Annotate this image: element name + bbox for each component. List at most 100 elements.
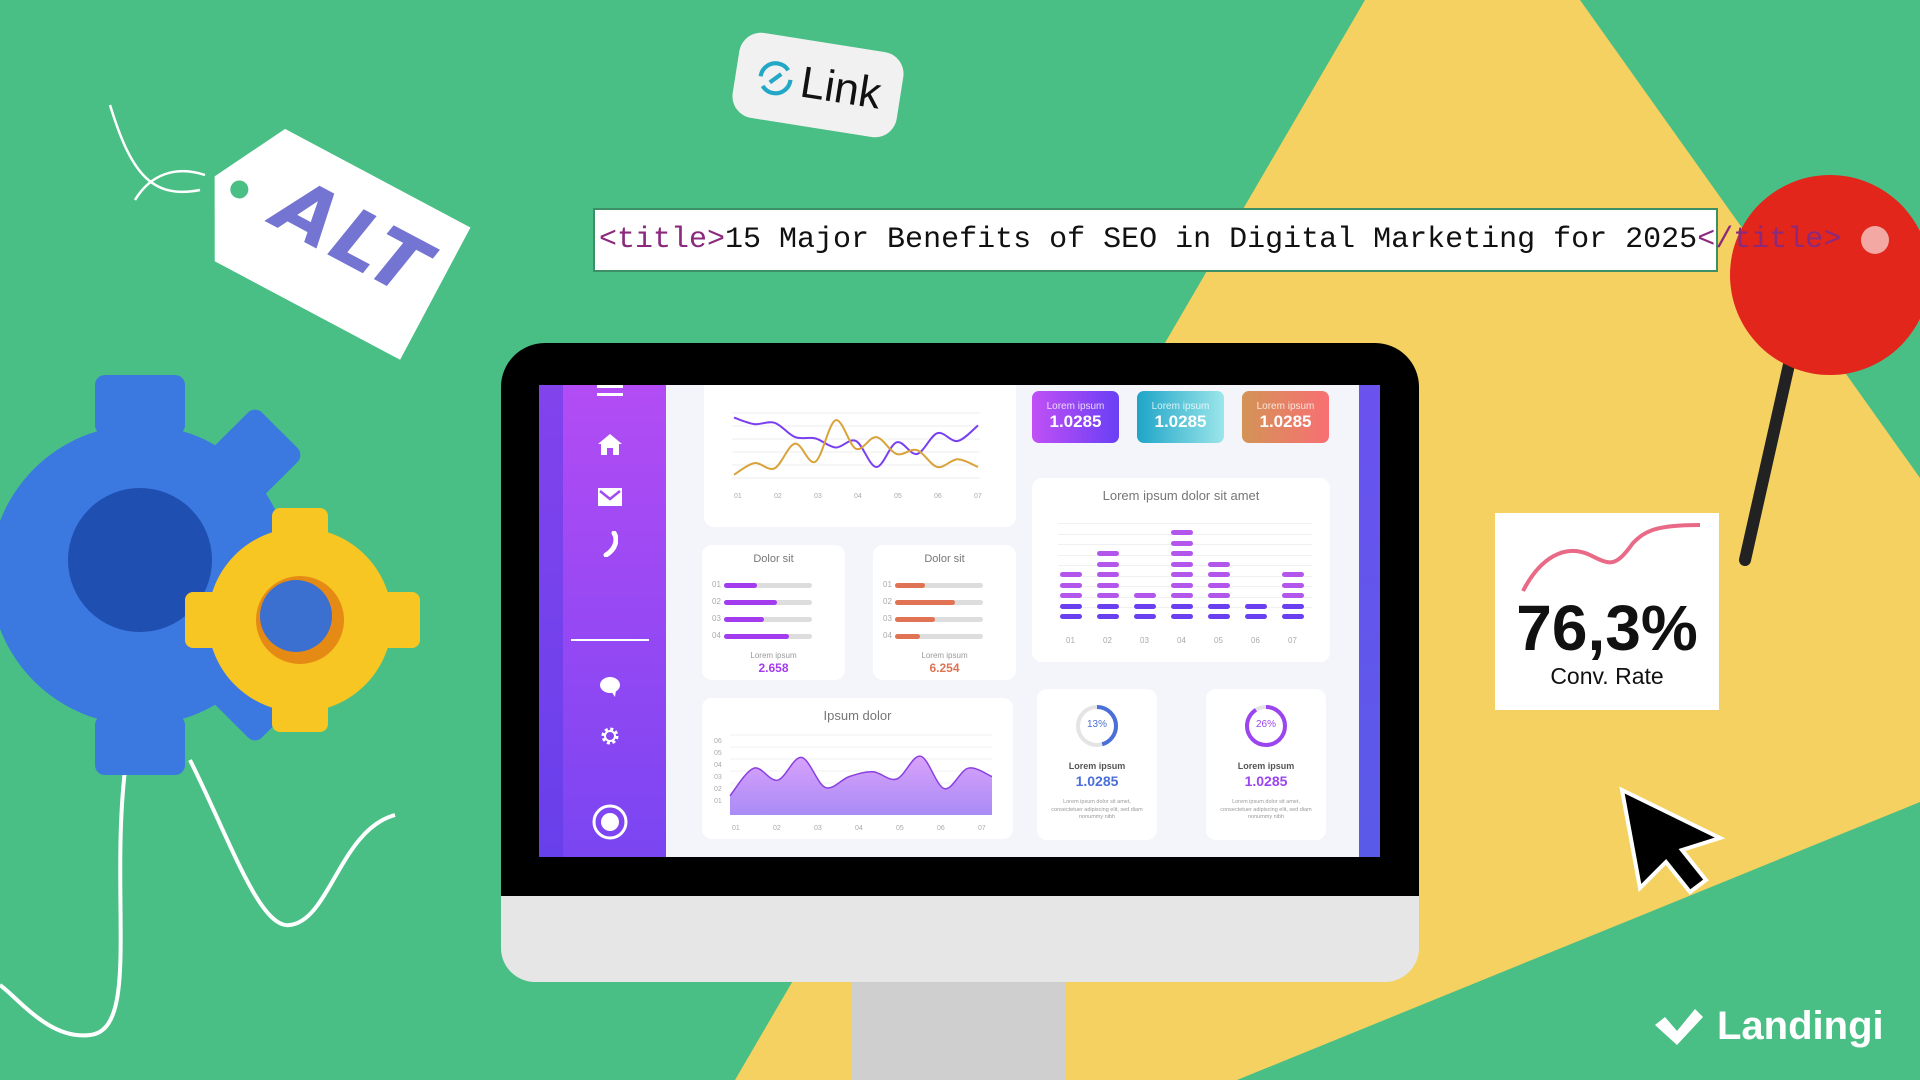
link-label: Link bbox=[797, 57, 885, 119]
bar-segment bbox=[1097, 593, 1119, 598]
bar-segment bbox=[1208, 614, 1230, 619]
menu-icon[interactable] bbox=[594, 385, 626, 409]
donut-arc bbox=[1245, 705, 1287, 747]
donut-chart bbox=[1245, 705, 1287, 747]
x-tick: 03 bbox=[814, 825, 822, 832]
gear-icon[interactable] bbox=[594, 720, 626, 752]
progress-caption: Lorem ipsum bbox=[921, 651, 968, 660]
progress-card-title: Dolor sit bbox=[924, 553, 965, 565]
progress-track bbox=[895, 583, 983, 588]
x-tick: 02 bbox=[774, 493, 782, 500]
progress-track bbox=[724, 617, 812, 622]
donut-card: 26% Lorem ipsum 1.0285 Lorem ipsum dolor si… bbox=[1206, 689, 1326, 840]
right-strip bbox=[1359, 385, 1380, 857]
x-tick: 03 bbox=[1140, 636, 1149, 645]
chat-icon[interactable] bbox=[594, 671, 626, 703]
bar-segment bbox=[1171, 603, 1193, 609]
progress-fill bbox=[724, 600, 777, 605]
stat-label: Lorem ipsum bbox=[1046, 401, 1105, 412]
bar-segment bbox=[1171, 614, 1193, 619]
progress-track bbox=[895, 617, 983, 622]
bar-segment bbox=[1060, 582, 1082, 588]
cursor-icon bbox=[1619, 786, 1726, 895]
bar-chart-card: Lorem ipsum dolor sit amet 01 02 03 04 05 06 0… bbox=[1032, 478, 1330, 662]
home-icon[interactable] bbox=[594, 428, 626, 460]
conversion-label: Conv. Rate bbox=[1550, 663, 1664, 689]
bar-segment bbox=[1171, 551, 1193, 556]
y-tick: 03 bbox=[714, 774, 722, 781]
stat-value: 1.0285 bbox=[1154, 412, 1207, 431]
bar-segment bbox=[1208, 582, 1230, 588]
progress-fill bbox=[895, 600, 955, 605]
title-open-tag: <title> bbox=[599, 223, 726, 257]
phone-icon[interactable] bbox=[594, 528, 626, 560]
progress-track bbox=[895, 634, 983, 639]
bar-segment bbox=[1171, 593, 1193, 598]
alt-tag: ALT bbox=[179, 110, 471, 360]
bar-segment bbox=[1282, 582, 1304, 588]
progress-value: 2.658 bbox=[758, 661, 789, 675]
bar-segment bbox=[1208, 561, 1230, 567]
progress-track bbox=[724, 583, 812, 588]
bar-chart-title: Lorem ipsum dolor sit amet bbox=[1102, 488, 1260, 503]
stat-label: Lorem ipsum bbox=[1256, 401, 1315, 412]
progress-card: Dolor sit 01 02 03 04 Lorem ipsum 6.254 bbox=[873, 545, 1016, 680]
bar-segment bbox=[1171, 561, 1193, 567]
row-label: 04 bbox=[883, 631, 892, 640]
mail-icon[interactable] bbox=[594, 481, 626, 513]
bar-segment bbox=[1245, 614, 1267, 619]
donut-value: 1.0285 bbox=[1244, 773, 1288, 789]
progress-card-title: Dolor sit bbox=[753, 553, 794, 565]
bar-segment bbox=[1097, 582, 1119, 588]
y-tick: 05 bbox=[714, 750, 722, 757]
area-chart-title: Ipsum dolor bbox=[823, 708, 892, 723]
donut-percent: 26% bbox=[1255, 719, 1276, 730]
y-tick: 01 bbox=[714, 798, 722, 805]
bar-segment bbox=[1282, 603, 1304, 609]
conversion-value: 76,3% bbox=[1516, 592, 1698, 664]
sidebar-strip bbox=[539, 385, 563, 857]
stat-box[interactable]: Lorem ipsum 1.0285 bbox=[1242, 391, 1329, 443]
bar-segment bbox=[1171, 530, 1193, 535]
bar-segment bbox=[1060, 572, 1082, 577]
string-line bbox=[188, 759, 396, 928]
donut-description: Lorem ipsum dolor sit amet, consectetuer… bbox=[1220, 799, 1312, 821]
bar-segment bbox=[1097, 603, 1119, 609]
donut-chart bbox=[1076, 705, 1118, 747]
record-icon[interactable] bbox=[591, 803, 629, 841]
landingi-logo: Landingi bbox=[1655, 1004, 1884, 1049]
yellow-gear-icon bbox=[185, 508, 420, 732]
line-chart: 01 02 03 04 05 06 07 bbox=[732, 412, 982, 500]
string-line bbox=[108, 104, 206, 201]
x-tick: 06 bbox=[934, 493, 942, 500]
stat-box[interactable]: Lorem ipsum 1.0285 bbox=[1137, 391, 1224, 443]
line-series-0 bbox=[733, 416, 979, 469]
stat-value: 1.0285 bbox=[1259, 412, 1312, 431]
map-pin-icon bbox=[1730, 175, 1920, 566]
progress-fill bbox=[724, 634, 790, 639]
bar-segment bbox=[1171, 572, 1193, 577]
sidebar-divider bbox=[571, 639, 649, 641]
bar-segment bbox=[1097, 561, 1119, 567]
row-label: 02 bbox=[883, 597, 892, 606]
progress-card: Dolor sit 01 02 03 04 Lorem ipsum 2.658 bbox=[702, 545, 845, 680]
bar-segment bbox=[1060, 593, 1082, 598]
donut-description: Lorem ipsum dolor sit amet, consectetuer… bbox=[1051, 799, 1143, 821]
dashboard-screen: 01 02 03 04 05 06 07 Dolor sit 01 02 03 04 Lorem ip… bbox=[539, 385, 1380, 857]
stat-box[interactable]: Lorem ipsum 1.0285 bbox=[1032, 391, 1119, 443]
title-text: 15 Major Benefits of SEO in Digital Mark… bbox=[725, 223, 1698, 257]
x-tick: 07 bbox=[978, 825, 986, 832]
bar-segment bbox=[1282, 572, 1304, 577]
landingi-logo-icon bbox=[1655, 1008, 1703, 1045]
x-tick: 01 bbox=[1066, 636, 1075, 645]
bar-segment bbox=[1208, 572, 1230, 577]
stat-label: Lorem ipsum bbox=[1151, 401, 1210, 412]
line-chart-card: 01 02 03 04 05 06 07 bbox=[704, 385, 1016, 527]
conversion-rate-card: 76,3% Conv. Rate bbox=[1495, 513, 1719, 710]
x-tick: 03 bbox=[814, 493, 822, 500]
sparkline bbox=[1521, 523, 1701, 592]
monitor-stand bbox=[851, 982, 1065, 1080]
area-chart-card: Ipsum dolor 01 02 03 04 05 06 01 02 03 04 05 06 07 bbox=[702, 698, 1013, 839]
x-tick: 07 bbox=[974, 493, 982, 500]
bar-segment bbox=[1208, 603, 1230, 609]
